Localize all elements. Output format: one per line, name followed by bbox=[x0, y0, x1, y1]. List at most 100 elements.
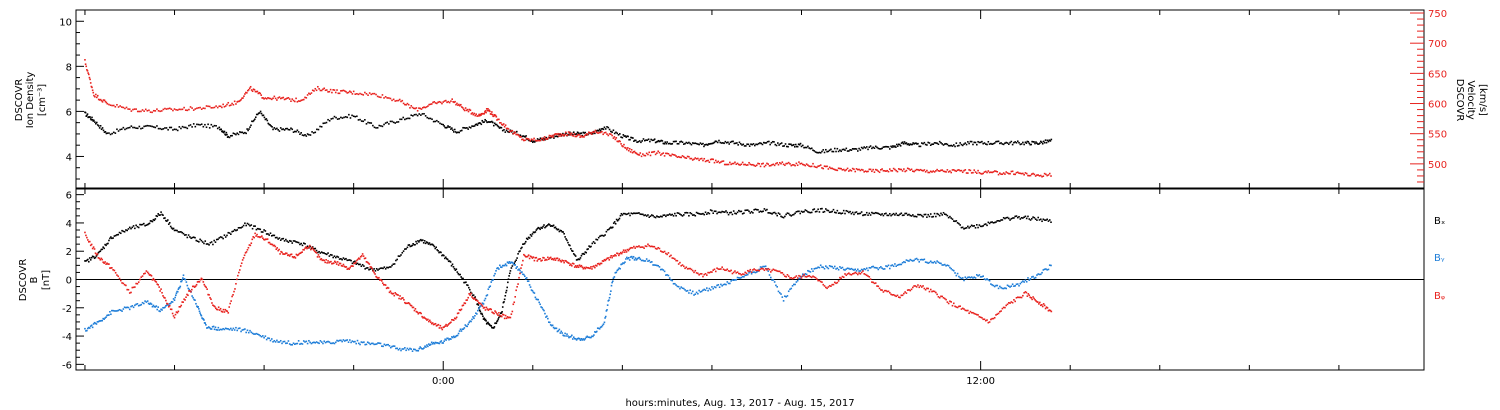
data-point bbox=[1027, 174, 1029, 177]
data-point bbox=[198, 241, 200, 243]
data-point bbox=[406, 246, 409, 249]
data-point bbox=[87, 239, 89, 241]
data-point bbox=[461, 277, 463, 280]
data-point bbox=[648, 151, 651, 154]
data-point bbox=[122, 106, 125, 109]
data-point bbox=[280, 250, 282, 253]
data-point bbox=[425, 346, 427, 348]
data-point bbox=[1046, 269, 1048, 271]
data-point bbox=[362, 94, 365, 96]
data-point bbox=[173, 229, 176, 232]
data-point bbox=[649, 215, 652, 217]
data-point bbox=[369, 266, 372, 268]
data-point bbox=[354, 340, 356, 343]
data-point bbox=[610, 284, 613, 287]
data-point bbox=[320, 341, 323, 343]
data-point bbox=[299, 343, 301, 345]
data-point bbox=[780, 142, 783, 144]
data-point bbox=[1014, 285, 1016, 287]
data-point bbox=[568, 336, 570, 339]
data-point bbox=[106, 262, 108, 265]
data-point bbox=[768, 274, 771, 276]
data-point bbox=[94, 256, 97, 259]
data-point bbox=[530, 289, 533, 291]
data-point bbox=[727, 270, 730, 272]
data-point bbox=[183, 298, 185, 300]
data-point bbox=[194, 299, 196, 301]
data-point bbox=[164, 306, 166, 309]
data-point bbox=[277, 238, 279, 240]
data-point bbox=[516, 266, 518, 268]
data-point bbox=[1015, 171, 1018, 174]
data-point bbox=[563, 232, 565, 235]
data-point bbox=[472, 294, 475, 296]
data-point bbox=[656, 140, 659, 143]
data-point bbox=[536, 260, 539, 262]
data-point bbox=[565, 260, 567, 262]
data-point bbox=[514, 260, 517, 263]
data-point bbox=[555, 135, 558, 138]
data-point bbox=[505, 289, 508, 292]
data-point bbox=[479, 310, 482, 313]
data-point bbox=[186, 236, 189, 239]
data-point bbox=[1037, 273, 1040, 275]
data-point bbox=[232, 103, 235, 106]
data-point bbox=[185, 234, 187, 236]
data-point bbox=[523, 139, 525, 142]
data-point bbox=[537, 258, 540, 261]
data-point bbox=[785, 275, 787, 278]
data-point bbox=[744, 274, 747, 277]
data-point bbox=[430, 341, 433, 344]
data-point bbox=[169, 302, 172, 305]
data-point bbox=[793, 213, 795, 216]
data-point bbox=[1041, 305, 1044, 308]
data-point bbox=[833, 265, 836, 268]
data-point bbox=[862, 269, 864, 271]
data-point bbox=[537, 298, 540, 301]
data-point bbox=[981, 173, 983, 175]
data-point bbox=[612, 255, 614, 257]
data-point bbox=[520, 271, 522, 274]
data-point bbox=[591, 335, 593, 338]
data-point bbox=[951, 145, 954, 147]
data-point bbox=[145, 224, 148, 226]
data-point bbox=[111, 104, 113, 107]
data-point bbox=[461, 328, 464, 331]
data-point bbox=[828, 284, 831, 287]
data-point bbox=[935, 170, 937, 172]
data-point bbox=[575, 259, 578, 261]
data-point bbox=[582, 267, 585, 270]
data-point bbox=[484, 297, 487, 300]
data-point bbox=[84, 260, 86, 262]
data-point bbox=[661, 140, 664, 142]
x-axis-label: hours:minutes, Aug. 13, 2017 - Aug. 15, … bbox=[625, 398, 854, 409]
data-point bbox=[502, 314, 505, 316]
data-point bbox=[1026, 140, 1029, 143]
data-point bbox=[850, 273, 853, 276]
data-point bbox=[140, 223, 143, 226]
data-point bbox=[255, 90, 258, 93]
data-point bbox=[457, 131, 459, 134]
data-point bbox=[780, 162, 782, 165]
data-point bbox=[287, 128, 290, 131]
data-point bbox=[1026, 295, 1029, 297]
data-point bbox=[171, 301, 174, 303]
data-point bbox=[592, 241, 595, 243]
data-point bbox=[752, 271, 754, 274]
data-point bbox=[1011, 217, 1014, 219]
data-point bbox=[825, 208, 827, 210]
data-point bbox=[477, 115, 479, 117]
data-point bbox=[382, 284, 385, 286]
data-point bbox=[698, 143, 700, 146]
data-point bbox=[896, 294, 899, 297]
data-point bbox=[732, 271, 735, 274]
data-point bbox=[86, 70, 89, 72]
data-point bbox=[769, 164, 772, 167]
data-point bbox=[274, 128, 277, 130]
data-point bbox=[982, 318, 984, 321]
data-point bbox=[800, 275, 803, 278]
data-point bbox=[805, 276, 808, 278]
data-point bbox=[181, 279, 184, 281]
data-point bbox=[395, 259, 397, 262]
data-point bbox=[222, 327, 224, 330]
